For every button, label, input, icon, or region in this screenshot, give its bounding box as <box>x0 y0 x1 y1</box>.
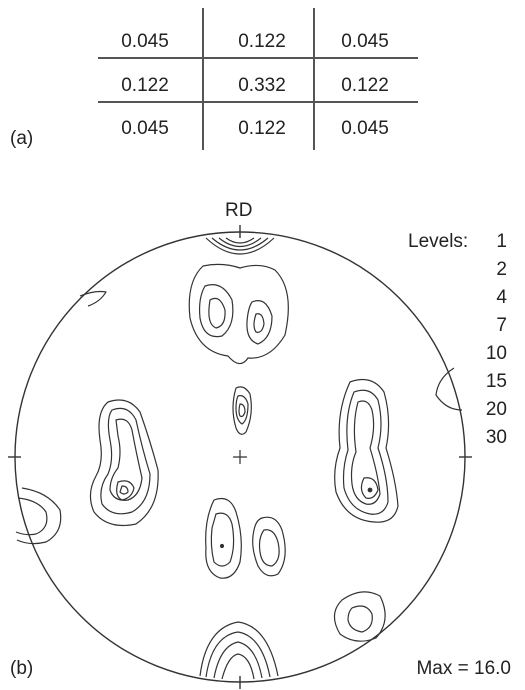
contour-upper-left-edge <box>79 290 107 307</box>
contour-bottom-edge <box>199 621 279 680</box>
level-value: 1 <box>496 231 507 252</box>
center-cross <box>233 450 247 464</box>
kernel-cell-0-2: 0.045 <box>341 31 389 52</box>
kernel-cell-2-1: 0.122 <box>238 118 286 139</box>
max-value-label: Max = 16.0 <box>416 658 511 679</box>
contour-left-edge <box>15 487 62 545</box>
kernel-table: 0.045 0.122 0.045 0.122 0.332 0.122 0.04… <box>0 0 525 160</box>
level-value: 7 <box>496 315 507 336</box>
level-value: 15 <box>485 371 507 392</box>
levels-title: Levels: <box>408 231 469 252</box>
kernel-cell-2-2: 0.045 <box>341 118 389 139</box>
level-value: 2 <box>496 259 507 280</box>
kernel-cell-0-0: 0.045 <box>121 31 169 52</box>
kernel-grid <box>98 8 418 150</box>
kernel-cell-0-1: 0.122 <box>238 31 286 52</box>
level-value: 20 <box>485 399 507 420</box>
contour-upper-center <box>188 263 289 365</box>
level-value: 4 <box>496 287 507 308</box>
contour-top-edge <box>205 237 275 255</box>
level-value: 10 <box>485 343 507 364</box>
kernel-cell-1-2: 0.122 <box>341 75 389 96</box>
contour-lower-center <box>205 497 286 579</box>
contour-lower-right <box>333 591 386 642</box>
rd-direction-label: RD <box>225 200 253 221</box>
contour-right-cluster <box>334 379 399 523</box>
level-value: 30 <box>485 427 507 448</box>
kernel-cell-1-1: 0.332 <box>238 75 286 96</box>
kernel-cell-1-0: 0.122 <box>121 75 169 96</box>
panel-b-label: (b) <box>10 658 34 679</box>
kernel-cell-2-0: 0.045 <box>121 118 169 139</box>
contour-left-cluster <box>89 399 159 527</box>
panel-a-label: (a) <box>10 128 34 149</box>
contour-center-blob <box>232 386 252 435</box>
contour-right-edge <box>435 367 463 411</box>
